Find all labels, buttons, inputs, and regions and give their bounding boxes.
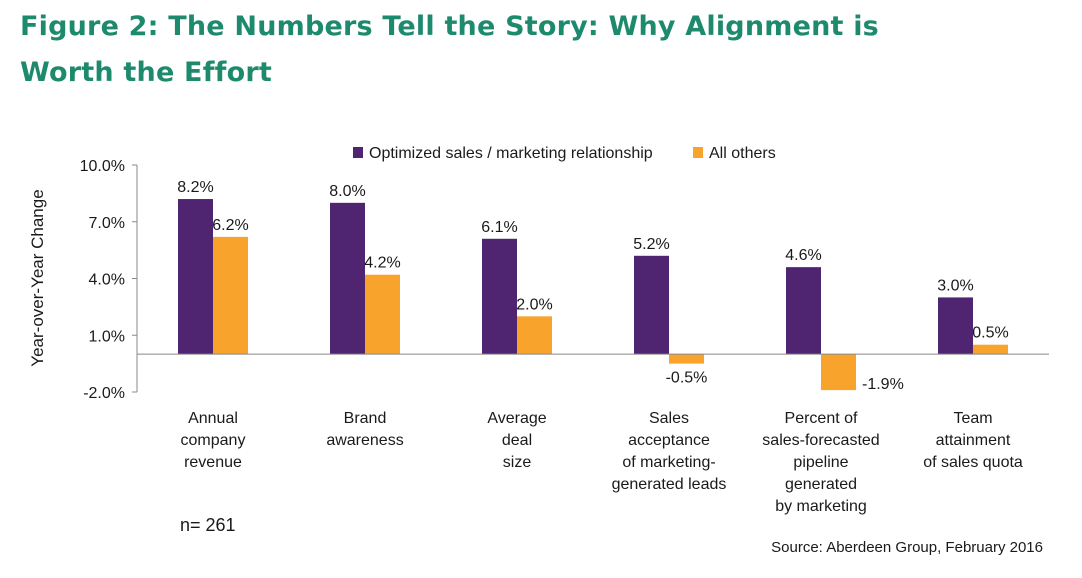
data-label: 8.2% [177, 179, 213, 196]
y-tick-label: 4.0% [89, 272, 125, 289]
bars [178, 199, 1008, 391]
x-category-label: Team attainment of sales quota [923, 410, 1023, 471]
data-label: 6.1% [481, 219, 517, 236]
bar-all-others [213, 236, 248, 355]
bar-all-others [365, 274, 400, 355]
data-label: 4.2% [364, 255, 400, 272]
bar-all-others [973, 344, 1008, 355]
x-category-label: Average deal size [487, 410, 546, 471]
bar-all-others [517, 316, 552, 355]
legend: Optimized sales / marketing relationship… [353, 145, 776, 162]
legend-label-all-others: All others [709, 145, 776, 162]
y-tick-label: -2.0% [83, 385, 125, 402]
y-tick-label: 1.0% [89, 328, 125, 345]
data-label: 4.6% [785, 247, 821, 264]
x-axis: Annual company revenue Brand awareness Averag… [137, 353, 1049, 515]
x-category-label: Annual company revenue [181, 410, 246, 471]
y-axis-label: Year-over-Year Change [28, 189, 47, 366]
data-label: 2.0% [516, 296, 552, 313]
bar-optimized [786, 267, 821, 355]
x-category-label: Sales acceptance of marketing-generated le… [612, 410, 727, 493]
source-note: Source: Aberdeen Group, February 2016 [771, 539, 1043, 556]
data-label: 6.2% [212, 217, 248, 234]
data-label: -0.5% [666, 370, 708, 387]
legend-swatch-optimized [353, 147, 363, 158]
bar-optimized [330, 202, 365, 355]
bar-optimized [482, 238, 517, 355]
legend-swatch-all-others [693, 147, 703, 158]
y-tick-label: 7.0% [89, 215, 125, 232]
bar-all-others [821, 354, 856, 391]
data-label: 0.5% [972, 325, 1008, 342]
bar-all-others [669, 354, 704, 364]
x-category-label: Percent of sales-forecasted pipeline genera… [762, 410, 879, 515]
legend-label-optimized: Optimized sales / marketing relationship [369, 145, 653, 162]
data-label: -1.9% [862, 376, 904, 393]
sample-size-note: n= 261 [180, 515, 236, 535]
x-category-label: Brand awareness [326, 410, 403, 449]
bar-labels: 8.2% 6.2% 8.0% 4.2% 6.1% 2.0% 5.2% -0.5% 4.6% -1.… [177, 179, 1008, 393]
y-tick-label: 10.0% [80, 158, 125, 175]
bar-optimized [178, 199, 213, 355]
bar-optimized [634, 255, 669, 355]
data-label: 5.2% [633, 236, 669, 253]
figure-title: Figure 2: The Numbers Tell the Story: Wh… [20, 11, 879, 88]
data-label: 8.0% [329, 183, 365, 200]
y-axis: -2.0% 1.0% 4.0% 7.0% 10.0% [80, 158, 138, 402]
data-label: 3.0% [937, 277, 973, 294]
bar-optimized [938, 297, 973, 355]
